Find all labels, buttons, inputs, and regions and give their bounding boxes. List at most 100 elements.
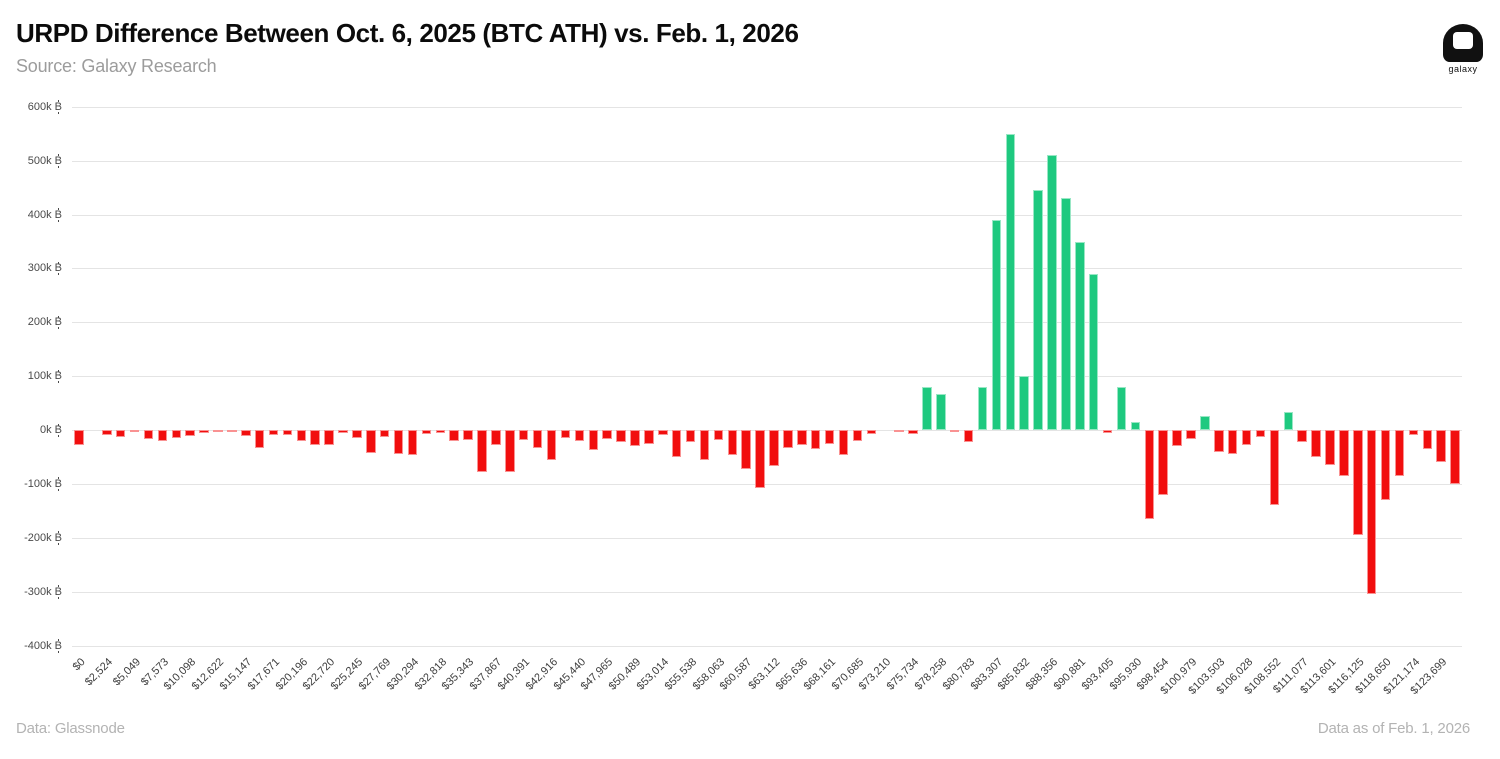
bar-negative <box>1158 430 1168 495</box>
bar-negative <box>1241 430 1252 445</box>
bar-positive <box>922 386 932 430</box>
bar-negative <box>1366 430 1377 595</box>
footer-data-asof: Data as of Feb. 1, 2026 <box>1317 720 1470 737</box>
bar-negative <box>1325 430 1335 465</box>
bar-negative <box>463 430 473 441</box>
bitcoin-symbol: B <box>54 639 62 653</box>
bar-negative <box>783 430 793 448</box>
y-tick-label: 600k B <box>27 100 62 114</box>
bar-negative <box>810 430 821 449</box>
bar-positive <box>991 219 1002 430</box>
bar-negative <box>1144 430 1155 519</box>
bar-negative <box>755 430 765 489</box>
bar-negative <box>1450 430 1460 484</box>
bar-negative <box>1297 430 1307 442</box>
y-tick-label: -200k B <box>24 531 62 545</box>
bar-negative <box>185 430 195 436</box>
bar-negative <box>1408 430 1419 436</box>
y-tick-label: 500k B <box>27 154 62 168</box>
bitcoin-symbol: B <box>54 100 62 114</box>
bar-negative <box>435 430 446 433</box>
bar-negative <box>254 430 265 449</box>
bar-negative <box>1255 430 1266 437</box>
bar-negative <box>824 430 835 444</box>
bar-negative <box>310 430 320 445</box>
bar-positive <box>1047 155 1057 430</box>
bar-negative <box>505 430 515 472</box>
bar-negative <box>727 430 738 455</box>
x-tick-label: $2,524 <box>82 656 116 689</box>
bar-positive <box>1019 376 1029 430</box>
bar-positive <box>977 386 988 430</box>
bar-positive <box>1116 386 1127 430</box>
bar-negative <box>671 430 682 457</box>
bar-negative <box>421 430 432 435</box>
y-gridline <box>72 322 1462 324</box>
bar-negative <box>268 430 279 435</box>
bar-negative <box>157 430 168 442</box>
bar-negative <box>1227 430 1238 455</box>
bar-negative <box>949 430 960 432</box>
bar-negative <box>518 430 529 441</box>
bar-negative <box>866 430 877 435</box>
bar-negative <box>227 430 237 432</box>
bitcoin-symbol: B <box>54 531 62 545</box>
bar-positive <box>936 393 946 430</box>
bar-negative <box>908 430 918 434</box>
bar-negative <box>352 430 362 439</box>
bar-negative <box>797 430 807 446</box>
bar-negative <box>630 430 640 446</box>
bar-negative <box>1186 430 1196 440</box>
y-tick-label: -300k B <box>24 585 62 599</box>
bitcoin-symbol: B <box>54 585 62 599</box>
y-gridline <box>72 483 1462 485</box>
bar-negative <box>1102 430 1113 434</box>
bar-negative <box>658 430 668 435</box>
bar-negative <box>894 430 904 433</box>
y-gridline <box>72 591 1462 593</box>
bar-negative <box>338 430 348 433</box>
bar-negative <box>699 430 710 461</box>
bar-negative <box>324 430 334 446</box>
y-gridline <box>72 214 1462 216</box>
y-gridline <box>72 645 1462 647</box>
bar-negative <box>491 430 501 446</box>
bar-negative <box>1172 430 1182 447</box>
bar-negative <box>296 430 307 441</box>
bar-negative <box>838 430 849 455</box>
bar-positive <box>1033 190 1043 430</box>
y-gridline <box>72 268 1462 270</box>
bar-negative <box>1394 430 1405 476</box>
y-gridline <box>72 160 1462 162</box>
bar-negative <box>1436 430 1446 463</box>
bar-negative <box>393 430 404 455</box>
y-tick-label: -100k B <box>24 477 62 491</box>
bar-negative <box>574 430 585 441</box>
bar-positive <box>1061 198 1071 430</box>
footer-data-source: Data: Glassnode <box>16 720 125 737</box>
bar-negative <box>1311 430 1321 457</box>
bar-negative <box>644 430 654 444</box>
bar-negative <box>199 430 209 434</box>
x-tick-label: $5,049 <box>110 656 143 689</box>
bitcoin-symbol: B <box>54 208 62 222</box>
bar-negative <box>713 430 724 441</box>
chart-source-subtitle: Source: Galaxy Research <box>16 56 217 76</box>
bar-negative <box>282 430 293 436</box>
bitcoin-symbol: B <box>54 154 62 168</box>
bitcoin-symbol: B <box>54 477 62 491</box>
bar-negative <box>102 430 112 435</box>
bar-negative <box>407 430 418 455</box>
bar-negative <box>449 430 459 441</box>
bar-negative <box>741 430 751 469</box>
bar-negative <box>171 430 182 438</box>
y-tick-label: 100k B <box>27 369 62 384</box>
bar-negative <box>546 430 557 461</box>
bar-negative <box>1339 430 1349 476</box>
galaxy-logo-text: galaxy <box>1448 64 1478 74</box>
y-tick-label: -400k B <box>24 639 62 653</box>
y-gridline <box>72 376 1462 378</box>
bar-positive <box>1283 411 1294 430</box>
x-tick-label: $0 <box>70 656 88 674</box>
